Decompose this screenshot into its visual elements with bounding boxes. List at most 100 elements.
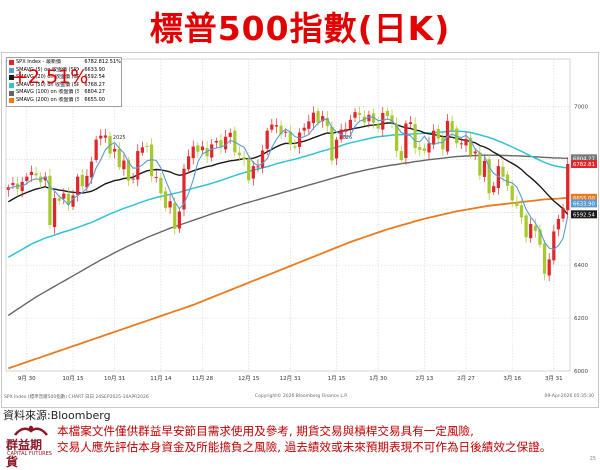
- series-sma200-line: [8, 196, 568, 370]
- candle-body: [561, 208, 565, 219]
- candle-body: [200, 146, 205, 151]
- candle-body: [367, 114, 371, 122]
- chart-legend: SPX Index - 最新價 6782.81 2.51% SMAVG (5) on …: [6, 57, 122, 107]
- candle-body: [182, 168, 186, 210]
- candle-body: [113, 148, 117, 152]
- candle-body: [436, 128, 440, 139]
- candle-body: [228, 132, 232, 137]
- legend-series-value: 6655.00: [84, 96, 105, 103]
- candle-body: [99, 135, 103, 139]
- candle-body: [131, 178, 135, 180]
- legend-swatch: [9, 67, 14, 73]
- chart-timestamp: 09-Apr-2026 05:35:30: [544, 394, 594, 399]
- legend-entry: SMAVG (50) on 收盤價 (SPX) 6768.27: [9, 82, 119, 90]
- candle-body: [210, 144, 214, 158]
- candle-body: [385, 110, 390, 117]
- candle-body: [251, 166, 255, 179]
- candle-body: [177, 211, 181, 229]
- x-tick-label: 10月 31: [104, 375, 125, 382]
- candle-body: [284, 131, 288, 133]
- legend-series-value: 6592.54: [84, 74, 105, 81]
- candle-body: [505, 174, 510, 186]
- candle-body: [270, 124, 274, 130]
- x-tick-label: 3月 31: [545, 375, 563, 382]
- candle-body: [496, 166, 500, 189]
- candle-body: [427, 143, 431, 153]
- candle-body: [334, 139, 339, 159]
- candle-body: [15, 183, 20, 190]
- legend-swatch: [9, 98, 14, 104]
- candle-body: [533, 225, 537, 231]
- candle-body: [274, 125, 279, 127]
- candle-body: [94, 139, 98, 160]
- candle-body: [450, 121, 454, 131]
- candle-body: [353, 112, 357, 118]
- candle-body: [136, 151, 140, 180]
- legend-series-value: 6804.27: [84, 89, 105, 96]
- x-tick-label: 2月 13: [416, 375, 434, 382]
- series-sma50-line: [7, 130, 568, 258]
- candle-body: [242, 157, 246, 160]
- candle-body: [223, 136, 228, 150]
- candle-body: [473, 151, 477, 154]
- candle-body: [510, 185, 514, 201]
- disclaimer-line-1: 本檔案文件僅供群益早安節目需求使用及參考, 期貨交易與槓桿交易具有一定風險,: [57, 424, 474, 438]
- candle-body: [556, 218, 561, 230]
- legend-entry: SMAVG (5) on 收盤價 (SPX) 6633.90: [9, 67, 119, 75]
- candle-body: [464, 138, 468, 146]
- candle-body: [57, 198, 61, 201]
- y-tick-label: 6200: [574, 316, 588, 322]
- last-value-label: 6655.00: [573, 196, 596, 202]
- candle-body: [145, 145, 149, 147]
- legend-entry: SMAVG (20) on 收盤價 (SPX) 6592.54: [9, 74, 119, 82]
- candle-body: [43, 176, 47, 181]
- candle-body: [247, 158, 251, 181]
- candle-body: [441, 137, 445, 150]
- x-tick-label: 2月 27: [457, 375, 475, 382]
- candle-body: [71, 195, 75, 207]
- x-tick-label: 11月 28: [192, 375, 214, 382]
- legend-series-name: SMAVG (100) on 收盤價 (SPX): [16, 89, 79, 96]
- candle-body: [468, 138, 473, 156]
- candle-body: [219, 140, 223, 148]
- legend-swatch: [9, 83, 14, 89]
- candle-body: [191, 146, 195, 159]
- candle-body: [205, 148, 209, 157]
- last-value-label: 6804.27: [573, 156, 595, 162]
- disclaimer: 本檔案文件僅供群益早安節目需求使用及參考, 期貨交易與槓桿交易具有一定風險, 交…: [57, 423, 597, 455]
- candle-body: [381, 112, 385, 130]
- candle-body: [547, 259, 551, 276]
- last-value-label: 6782.81: [573, 162, 595, 168]
- candle-body: [122, 160, 126, 170]
- candle-body: [422, 148, 426, 152]
- candle-body: [159, 177, 163, 194]
- last-value-label: 6633.90: [573, 201, 596, 207]
- candle-body: [478, 152, 482, 176]
- candle-body: [297, 132, 302, 147]
- candle-body: [163, 191, 168, 208]
- candle-body: [89, 161, 94, 178]
- candle-body: [344, 129, 348, 132]
- candle-body: [418, 147, 422, 150]
- candle-body: [173, 203, 177, 229]
- year-label: 2025: [113, 135, 126, 141]
- candle-body: [538, 229, 542, 245]
- plot-area: [5, 58, 571, 372]
- candle-body: [404, 123, 408, 158]
- candle-body: [154, 176, 158, 178]
- candle-body: [29, 171, 34, 175]
- x-tick-label: 9月 30: [18, 375, 36, 382]
- candle-body: [126, 160, 131, 181]
- candle-body: [256, 166, 260, 168]
- legend-series-value: 6782.81: [84, 59, 105, 65]
- candle-body: [482, 160, 487, 177]
- last-value-tag: [571, 199, 597, 208]
- candle-body: [316, 111, 320, 123]
- y-tick-label: 7000: [574, 105, 588, 111]
- candle-body: [150, 144, 154, 177]
- candle-body: [519, 205, 524, 218]
- last-value-tag: [571, 193, 597, 202]
- candle-body: [390, 115, 394, 123]
- legend-series-name: SMAVG (20) on 收盤價 (SPX): [16, 74, 79, 81]
- candle-body: [566, 164, 570, 211]
